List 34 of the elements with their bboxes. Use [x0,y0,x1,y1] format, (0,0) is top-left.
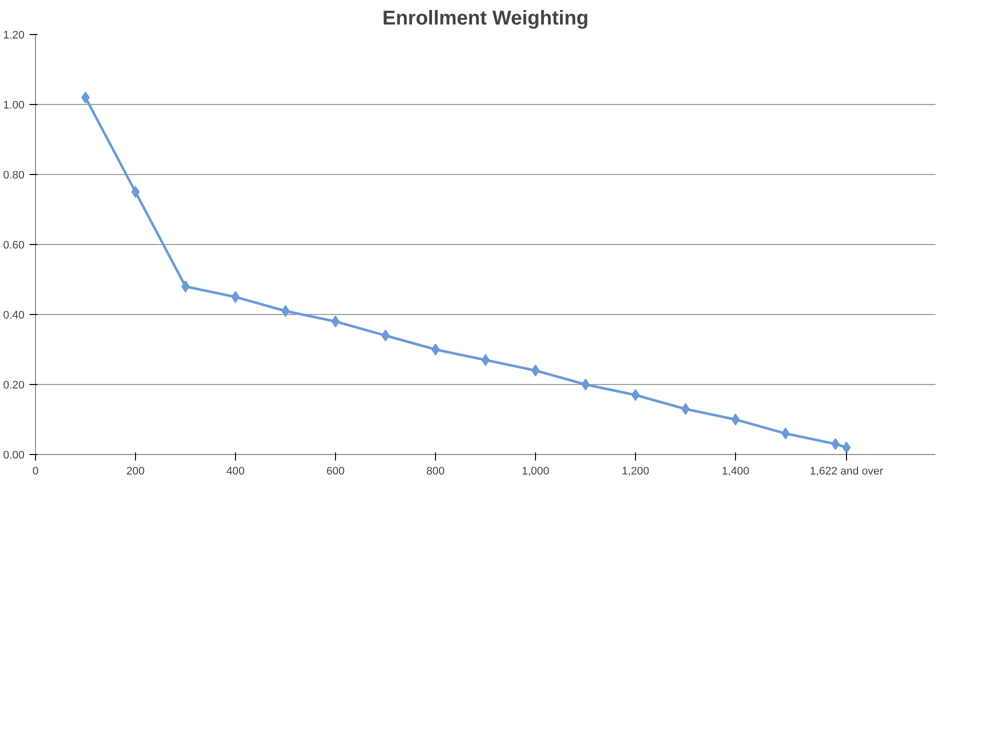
point [781,428,790,440]
y-tick-label: 0.40 [3,310,25,322]
x-tick-label: 0 [32,466,39,478]
point [681,403,690,415]
y-tick-label: 1.00 [3,100,25,112]
x-tick-label: 1,200 [622,466,650,478]
x-tick-label: 200 [126,466,145,478]
point [381,330,390,342]
point [431,344,440,356]
x-tick-label: 1,400 [722,466,750,478]
y-tick-label: 0.00 [3,450,25,462]
x-tick-label: 600 [326,466,345,478]
point [81,92,90,104]
point [331,316,340,328]
point [581,378,590,390]
point [281,305,290,317]
point [481,354,490,366]
point [831,438,840,450]
x-tick-label: 400 [226,466,245,478]
point [631,389,640,401]
x-tick-label: 800 [426,466,445,478]
x-tick-label: 1,000 [522,466,550,478]
y-tick-label: 0.80 [3,170,25,182]
y-tick-label: 0.60 [3,240,25,252]
y-tick-label: 0.20 [3,380,25,392]
point [231,291,240,303]
point [131,186,140,198]
point [731,414,740,426]
point [181,280,190,292]
point [531,364,540,376]
chart-title: Enrollment Weighting [382,8,589,30]
point [842,442,851,454]
x-tick-label: 1,622 and over [810,466,884,478]
y-tick-label: 1.20 [3,30,25,42]
